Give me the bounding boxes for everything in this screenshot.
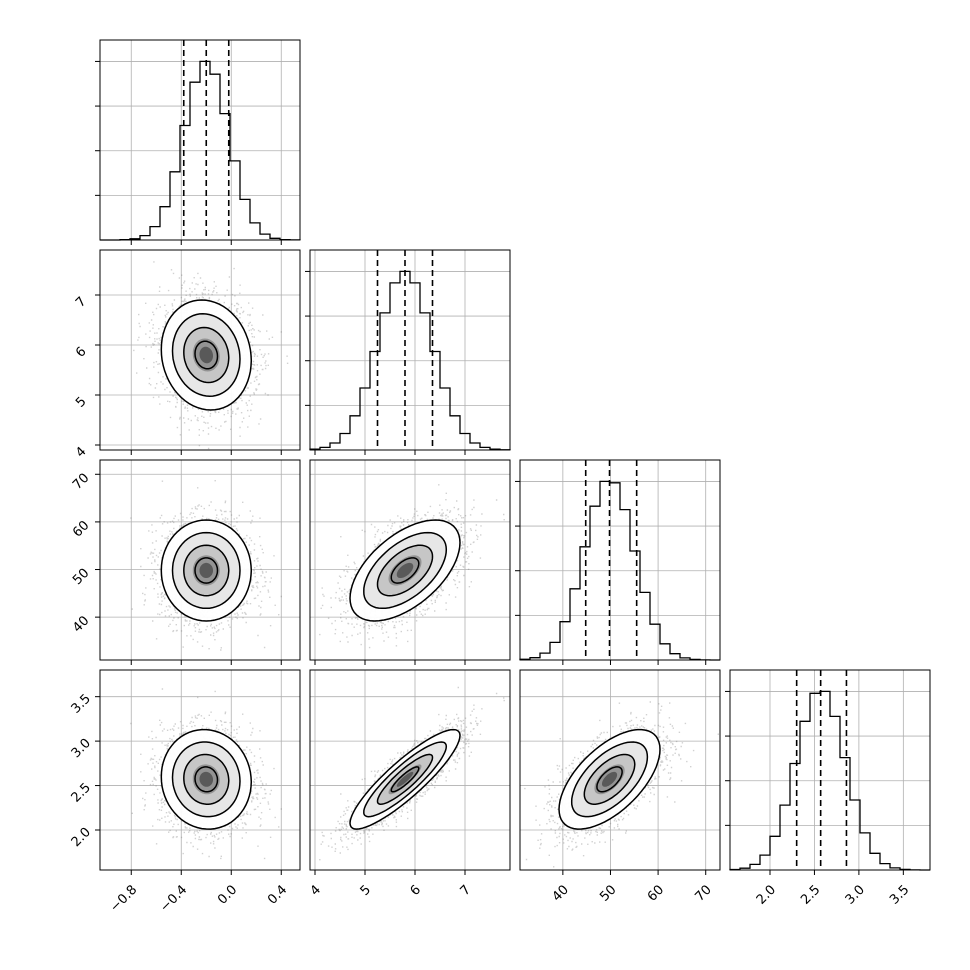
- histogram-step: [729, 690, 930, 871]
- x-tick-label: −0.4: [157, 882, 190, 915]
- x-tick-label: 0.4: [265, 882, 290, 907]
- hist-panel-4: [725, 669, 931, 871]
- panel-frame: [99, 459, 301, 661]
- hist-panel-3: [515, 459, 721, 661]
- contour-line: [160, 728, 253, 830]
- hist-panel-2: [305, 249, 511, 451]
- contour-line: [194, 766, 219, 793]
- density-fill: [199, 771, 213, 787]
- scatter-panel-3-1: [99, 459, 301, 661]
- contour-line: [570, 741, 649, 818]
- panel-frame: [309, 459, 511, 661]
- contour-line: [596, 766, 623, 793]
- y-tick-label: 2.0: [69, 825, 94, 850]
- x-tick-label: 50: [597, 882, 619, 904]
- contour-line: [171, 531, 241, 610]
- y-tick-label: 50: [70, 566, 92, 588]
- contour-line: [390, 557, 420, 584]
- scatter-panel-2-1: [99, 249, 301, 451]
- scatter-panel-3-2: [309, 459, 511, 661]
- contour-line: [183, 326, 230, 384]
- panel-frame: [729, 669, 931, 871]
- histogram-step: [309, 270, 511, 451]
- panel-frame: [309, 669, 511, 871]
- panel-frame: [519, 459, 721, 661]
- contour-line: [183, 753, 230, 805]
- x-tick-label: 60: [645, 882, 667, 904]
- x-tick-label: 40: [550, 882, 572, 904]
- y-tick-label: 70: [70, 471, 92, 493]
- contour-line: [349, 519, 461, 622]
- density-fill: [199, 346, 213, 364]
- scatter-panel-4-1: [99, 669, 301, 871]
- density-fill: [396, 771, 414, 787]
- x-tick-label: 2.5: [798, 882, 823, 907]
- contour-line: [363, 531, 448, 610]
- contour-line: [160, 519, 253, 622]
- contour-line: [160, 299, 253, 411]
- contour-line: [183, 544, 230, 597]
- contour-line: [194, 340, 219, 370]
- x-tick-label: −0.8: [107, 882, 140, 915]
- panel-frame: [99, 39, 301, 241]
- contour-line: [390, 766, 420, 793]
- contour-line: [583, 753, 636, 805]
- contour-line: [558, 728, 661, 830]
- y-tick-label: 5: [73, 394, 89, 410]
- contour-line: [194, 557, 219, 584]
- hist-panel-1: [95, 39, 301, 241]
- histogram-step: [100, 60, 301, 241]
- y-tick-label: 6: [73, 344, 89, 360]
- contour-line: [376, 753, 434, 805]
- y-tick-label: 60: [70, 518, 92, 540]
- y-tick-label: 3.5: [69, 691, 94, 716]
- contour-line: [171, 741, 241, 818]
- contour-line: [376, 544, 434, 597]
- histogram-step: [519, 480, 720, 661]
- x-tick-label: 3.0: [843, 882, 868, 907]
- y-tick-label: 7: [73, 294, 89, 310]
- contour-line: [349, 728, 461, 830]
- x-tick-label: 5: [358, 882, 374, 898]
- x-tick-label: 0.0: [215, 882, 240, 907]
- x-tick-label: 2.0: [754, 882, 779, 907]
- y-tick-label: 3.0: [69, 736, 94, 761]
- panel-frame: [99, 249, 301, 451]
- density-fill: [396, 562, 414, 578]
- y-tick-label: 2.5: [69, 780, 94, 805]
- y-tick-label: 4: [73, 444, 89, 460]
- panel-frame: [309, 249, 511, 451]
- density-fill: [602, 771, 618, 787]
- scatter-panel-4-2: [309, 669, 511, 871]
- panel-frame: [519, 669, 721, 871]
- x-tick-label: 70: [692, 882, 714, 904]
- x-tick-label: 4: [308, 882, 324, 898]
- contour-line: [363, 741, 448, 818]
- x-tick-label: 7: [458, 882, 474, 898]
- x-tick-label: 6: [408, 882, 424, 898]
- x-tick-label: 3.5: [887, 882, 912, 907]
- density-fill: [199, 562, 213, 578]
- panel-frame: [99, 669, 301, 871]
- contour-line: [171, 313, 241, 397]
- scatter-panel-4-3: [519, 669, 721, 871]
- y-tick-label: 40: [70, 613, 92, 635]
